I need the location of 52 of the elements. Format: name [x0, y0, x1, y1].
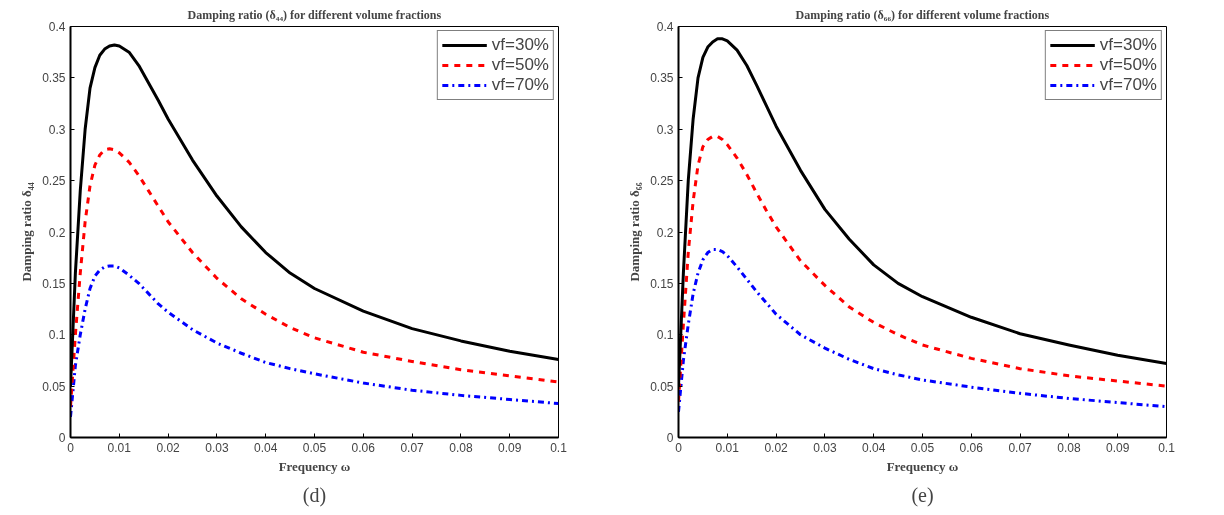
- x-tick-label: 0.09: [1106, 440, 1130, 455]
- y-tick-label: 0.1: [48, 328, 66, 343]
- y-tick-label: 0.25: [42, 174, 66, 189]
- x-tick-label: 0.08: [449, 440, 473, 455]
- y-tick-label: 0.2: [48, 225, 66, 240]
- chart-title: Damping ratio (δ₄₄) for different volume fractions: [187, 7, 442, 22]
- x-tick-label: 0.01: [107, 440, 132, 455]
- y-tick-label: 0.35: [42, 71, 66, 86]
- x-tick-label: 0.04: [254, 440, 278, 455]
- x-tick-label: 0.05: [910, 440, 935, 455]
- y-tick-label: 0.25: [650, 174, 674, 189]
- text: (e): [911, 483, 934, 507]
- y-tick-label: 0.3: [48, 122, 66, 137]
- y-axis-title: Damping ratio δ₄₄: [19, 182, 35, 282]
- x-tick-label: 0.06: [959, 440, 984, 455]
- x-tick-label: 0.1: [1158, 440, 1176, 455]
- y-tick-label: 0.1: [656, 328, 674, 343]
- x-tick-label: 0.07: [1008, 440, 1033, 455]
- x-tick-label: 0.02: [764, 440, 789, 455]
- x-tick-label: 0.03: [205, 440, 229, 455]
- x-tick-label: 0.03: [813, 440, 837, 455]
- legend-label: vf=30%: [1099, 35, 1157, 55]
- y-tick-label: 0.3: [656, 122, 674, 137]
- y-tick-label: 0.05: [42, 379, 66, 394]
- x-tick-label: 0.01: [715, 440, 740, 455]
- legend-label: vf=70%: [1099, 75, 1157, 95]
- legend-label: vf=50%: [1099, 55, 1157, 75]
- chart-title: Damping ratio (δ₆₆) for different volume fractions: [795, 7, 1050, 22]
- x-tick-label: 0.05: [302, 440, 327, 455]
- legend-label: vf=50%: [491, 55, 549, 75]
- y-tick-label: 0.15: [42, 276, 66, 291]
- y-tick-label: 0.05: [650, 379, 674, 394]
- y-tick-label: 0.4: [656, 20, 674, 34]
- legend-label: vf=30%: [491, 35, 549, 55]
- x-tick-label: 0.02: [156, 440, 181, 455]
- y-tick-label: 0.4: [48, 20, 66, 34]
- x-axis-title: Frequency ω: [278, 458, 351, 474]
- y-tick-label: 0.2: [656, 225, 674, 240]
- x-tick-label: 0.06: [351, 440, 376, 455]
- x-axis-title: Frequency ω: [886, 458, 959, 474]
- x-tick-label: 0.09: [498, 440, 522, 455]
- text: (d): [302, 483, 327, 507]
- y-tick-label: 0: [58, 431, 66, 445]
- y-axis-title: Damping ratio δ₆₆: [627, 182, 643, 282]
- x-tick-label: 0.07: [400, 440, 425, 455]
- x-tick-label: 0.04: [862, 440, 886, 455]
- x-tick-label: 0.1: [550, 440, 568, 455]
- y-tick-label: 0.35: [650, 71, 674, 86]
- legend-label: vf=70%: [491, 75, 549, 95]
- y-tick-label: 0: [666, 431, 674, 445]
- y-tick-label: 0.15: [650, 276, 674, 291]
- x-tick-label: 0.08: [1057, 440, 1081, 455]
